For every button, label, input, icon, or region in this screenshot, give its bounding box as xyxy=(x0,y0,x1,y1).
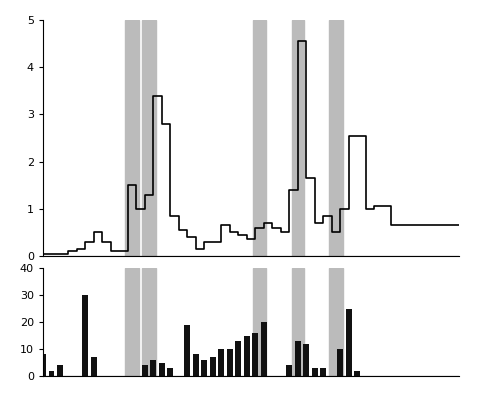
Bar xyxy=(329,20,343,256)
Bar xyxy=(354,370,360,376)
Bar xyxy=(201,360,207,376)
Bar xyxy=(320,368,326,376)
Bar xyxy=(218,349,224,376)
Bar xyxy=(253,20,266,256)
Bar xyxy=(312,368,317,376)
Bar xyxy=(261,322,267,376)
Bar xyxy=(159,362,165,376)
Bar xyxy=(151,360,156,376)
Bar xyxy=(83,295,88,376)
Bar xyxy=(142,268,156,376)
Bar xyxy=(210,357,216,376)
Bar xyxy=(49,370,54,376)
Bar xyxy=(292,20,304,256)
Bar xyxy=(346,308,351,376)
Bar xyxy=(142,365,148,376)
Bar xyxy=(91,357,97,376)
Bar xyxy=(303,344,309,376)
Bar xyxy=(185,325,190,376)
Bar xyxy=(253,268,266,376)
Bar xyxy=(235,341,241,376)
Bar xyxy=(329,268,343,376)
Bar xyxy=(167,368,174,376)
Bar xyxy=(57,365,63,376)
Bar xyxy=(337,349,343,376)
Bar xyxy=(244,336,250,376)
Bar xyxy=(252,333,258,376)
Bar xyxy=(125,268,139,376)
Bar xyxy=(286,365,292,376)
Bar xyxy=(292,268,304,376)
Bar xyxy=(40,354,46,376)
Bar xyxy=(227,349,233,376)
Bar xyxy=(142,20,156,256)
Bar xyxy=(294,341,301,376)
Bar xyxy=(193,354,199,376)
Bar xyxy=(125,20,139,256)
